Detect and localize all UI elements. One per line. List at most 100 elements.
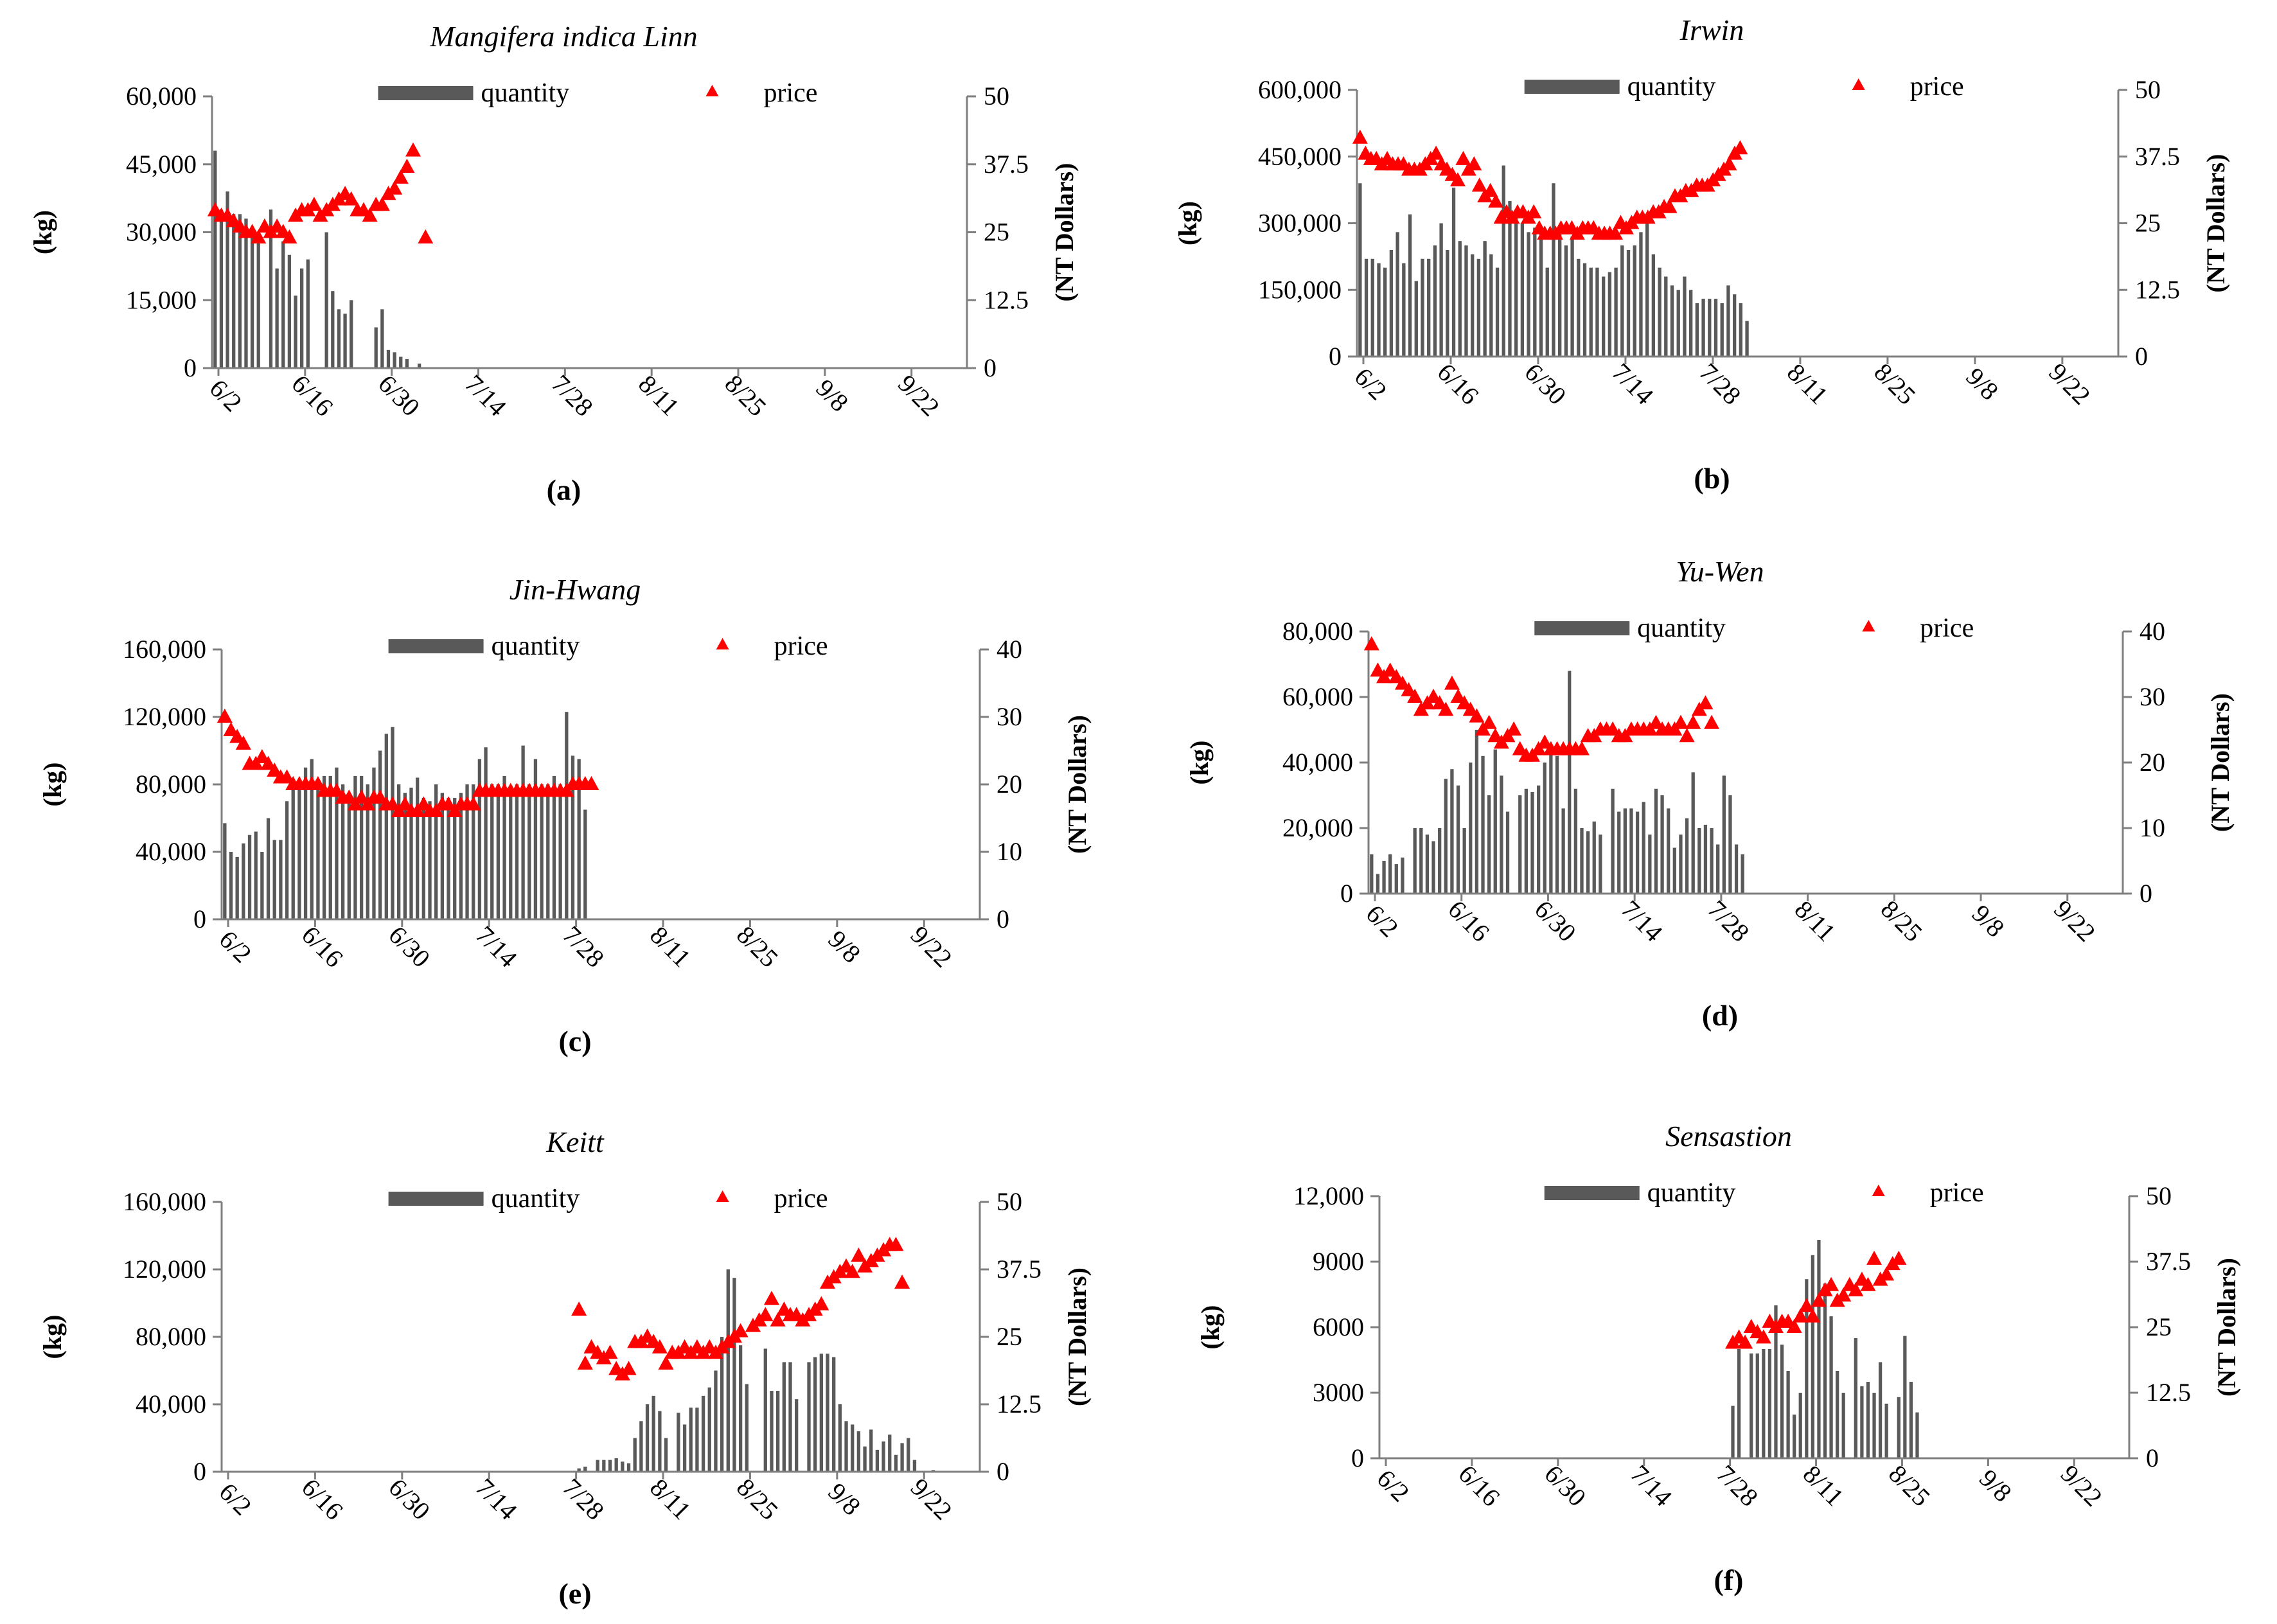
quantity-bar bbox=[331, 291, 335, 368]
quantity-bar bbox=[714, 1370, 718, 1472]
panel-caption: (e) bbox=[558, 1577, 591, 1610]
x-tick-label: 7/14 bbox=[1606, 357, 1659, 410]
quantity-bar bbox=[465, 784, 469, 919]
quantity-bar bbox=[1697, 828, 1701, 894]
y-right-tick-label: 0 bbox=[997, 1457, 1009, 1486]
quantity-bar bbox=[275, 268, 279, 368]
quantity-bar bbox=[1768, 1349, 1772, 1458]
y-left-tick-label: 0 bbox=[193, 905, 206, 933]
quantity-bar bbox=[1505, 811, 1510, 894]
x-tick-label: 9/8 bbox=[1967, 899, 2010, 942]
x-tick-label: 7/28 bbox=[1711, 1459, 1764, 1512]
quantity-bar bbox=[310, 759, 314, 919]
x-tick-label: 9/22 bbox=[905, 920, 958, 973]
quantity-bar bbox=[1539, 227, 1543, 357]
y-right-tick-label: 0 bbox=[997, 905, 1009, 933]
quantity-bar bbox=[322, 775, 326, 919]
price-point bbox=[1449, 172, 1466, 187]
x-tick-label: 7/28 bbox=[1694, 357, 1746, 410]
quantity-bar bbox=[1508, 200, 1512, 357]
quantity-bar bbox=[472, 784, 475, 919]
y-right-tick-label: 10 bbox=[997, 837, 1022, 866]
x-tick-label: 6/2 bbox=[214, 924, 258, 968]
quantity-bar bbox=[1805, 1279, 1809, 1458]
y-right-tick-label: 25 bbox=[2146, 1312, 2172, 1341]
quantity-bar bbox=[1780, 1345, 1784, 1458]
quantity-bar bbox=[639, 1421, 643, 1472]
quantity-bar bbox=[291, 784, 295, 919]
quantity-bar bbox=[1629, 808, 1633, 894]
price-point bbox=[384, 796, 400, 811]
price-point bbox=[1466, 156, 1482, 171]
price-point bbox=[1811, 1293, 1827, 1307]
price-point bbox=[1488, 193, 1504, 208]
price-point bbox=[251, 229, 267, 243]
quantity-bar bbox=[1383, 267, 1387, 357]
quantity-bar bbox=[1518, 795, 1522, 894]
quantity-bar bbox=[1589, 267, 1593, 357]
legend-price-label: price bbox=[764, 78, 818, 108]
quantity-bar bbox=[546, 784, 550, 919]
quantity-bar bbox=[250, 232, 254, 368]
price-point bbox=[1793, 1308, 1809, 1323]
quantity-bar bbox=[1915, 1412, 1919, 1458]
quantity-bar bbox=[409, 788, 413, 919]
y-right-axis-title: (NT Dollars) bbox=[2212, 1258, 2241, 1397]
quantity-bar bbox=[1639, 232, 1643, 357]
x-tick-label: 7/14 bbox=[459, 369, 512, 421]
quantity-bar bbox=[1672, 847, 1676, 894]
quantity-bar bbox=[1728, 795, 1732, 894]
quantity-bar bbox=[521, 745, 525, 919]
quantity-bar bbox=[1866, 1382, 1870, 1458]
quantity-bar bbox=[1817, 1240, 1821, 1458]
quantity-bar bbox=[1543, 763, 1546, 894]
y-right-tick-label: 50 bbox=[2146, 1181, 2172, 1210]
y-right-tick-label: 12.5 bbox=[984, 285, 1029, 314]
quantity-bar bbox=[374, 327, 378, 368]
price-point bbox=[267, 763, 283, 777]
y-right-tick-label: 40 bbox=[997, 635, 1022, 664]
chart-svg-b: Irwin quantity price 0 150,000 300,000 450,000… bbox=[1173, 13, 2230, 495]
y-right-tick-label: 37.5 bbox=[984, 150, 1029, 179]
legend-quantity-swatch bbox=[388, 639, 484, 653]
quantity-bar bbox=[372, 767, 376, 919]
quantity-bar bbox=[1469, 763, 1473, 894]
price-point bbox=[405, 142, 421, 157]
quantity-bar bbox=[1841, 1393, 1845, 1458]
x-tick-label: 6/30 bbox=[383, 920, 436, 973]
price-point bbox=[1697, 695, 1714, 710]
y-left-tick-label: 6000 bbox=[1313, 1312, 1364, 1341]
x-tick-label: 7/14 bbox=[1616, 894, 1669, 947]
x-tick-label: 6/16 bbox=[1431, 357, 1484, 410]
quantity-bar bbox=[788, 1362, 792, 1472]
quantity-bar bbox=[763, 1348, 767, 1472]
quantity-bar bbox=[1414, 281, 1418, 357]
price-point bbox=[1382, 662, 1398, 677]
x-tick-label: 6/16 bbox=[296, 920, 349, 973]
quantity-bar bbox=[621, 1461, 625, 1472]
quantity-bar bbox=[316, 784, 320, 919]
quantity-bar bbox=[417, 363, 421, 368]
quantity-bar bbox=[1475, 730, 1479, 894]
quantity-bar bbox=[1750, 1353, 1753, 1458]
quantity-bar bbox=[775, 1391, 780, 1472]
chart-title: Mangifera indica Linn bbox=[429, 20, 698, 53]
price-point bbox=[235, 736, 251, 750]
quantity-bar bbox=[1878, 1362, 1883, 1458]
price-point bbox=[1836, 1287, 1852, 1302]
legend-quantity-label: quantity bbox=[492, 1184, 580, 1214]
quantity-bar bbox=[1421, 258, 1424, 357]
x-tick-label: 7/28 bbox=[1702, 894, 1755, 947]
y-left-tick-label: 40,000 bbox=[1282, 748, 1353, 777]
quantity-bar bbox=[1530, 791, 1534, 894]
quantity-bar bbox=[912, 1460, 917, 1472]
x-tick-label: 9/22 bbox=[892, 369, 945, 421]
quantity-bar bbox=[1685, 818, 1689, 894]
price-point bbox=[1388, 669, 1404, 684]
quantity-bar bbox=[1444, 779, 1448, 894]
price-point bbox=[1537, 734, 1553, 749]
quantity-bar bbox=[1774, 1305, 1778, 1458]
x-tick-label: 6/30 bbox=[1529, 894, 1582, 947]
legend-price-label: price bbox=[774, 631, 828, 661]
quantity-bar bbox=[540, 784, 544, 919]
